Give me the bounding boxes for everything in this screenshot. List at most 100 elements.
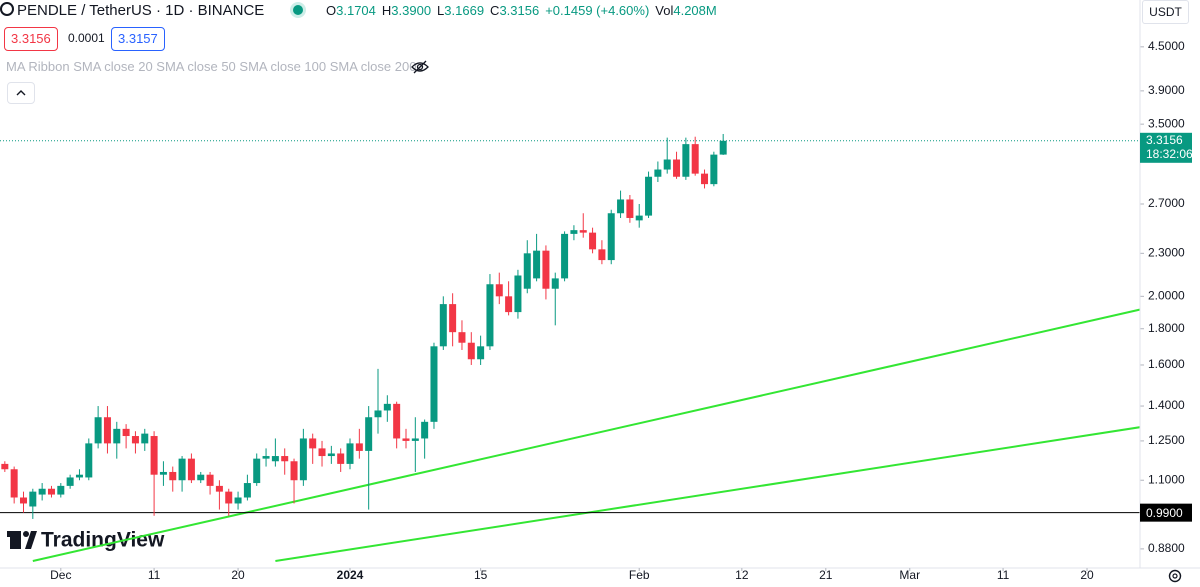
candle bbox=[159, 461, 167, 486]
candle-body bbox=[701, 173, 709, 185]
plot-area bbox=[0, 133, 1140, 563]
candle bbox=[141, 428, 149, 451]
candle bbox=[654, 161, 662, 183]
price-tag bbox=[1140, 132, 1192, 163]
y-tick-label: 1.8000 bbox=[1148, 321, 1185, 335]
candle-body bbox=[206, 474, 214, 486]
gear-hub[interactable] bbox=[1172, 573, 1178, 579]
x-tick-label: Mar bbox=[899, 568, 920, 582]
candle-body bbox=[355, 443, 363, 451]
y-tick-label: 1.4000 bbox=[1148, 398, 1185, 412]
candle bbox=[94, 406, 102, 449]
candle bbox=[19, 491, 27, 513]
candle-body bbox=[626, 199, 634, 218]
x-tick-label: 12 bbox=[735, 568, 749, 582]
ohlc-key: C bbox=[490, 3, 500, 18]
x-tick-label: Feb bbox=[629, 568, 650, 582]
candle bbox=[47, 485, 55, 498]
candle-body bbox=[346, 443, 354, 464]
candle-body bbox=[598, 249, 606, 261]
y-tick-label: 1.6000 bbox=[1148, 357, 1185, 371]
hline-label: 0.9900 bbox=[1146, 506, 1183, 520]
countdown: 18:32:06 bbox=[1146, 147, 1193, 161]
candle bbox=[131, 431, 139, 454]
candle bbox=[551, 272, 559, 326]
candle bbox=[486, 274, 494, 350]
candle bbox=[309, 433, 317, 464]
logo-text: TradingView bbox=[41, 529, 165, 552]
gear[interactable] bbox=[1168, 569, 1182, 583]
candle bbox=[626, 195, 634, 223]
candle bbox=[617, 190, 625, 218]
candle bbox=[393, 401, 401, 449]
eye-slash[interactable] bbox=[413, 60, 427, 74]
candle bbox=[673, 151, 681, 179]
candle bbox=[318, 440, 326, 467]
candle-body bbox=[654, 169, 662, 177]
chevron[interactable] bbox=[8, 83, 34, 103]
candle bbox=[243, 474, 251, 501]
candle-body bbox=[113, 428, 121, 444]
collapse-button[interactable] bbox=[7, 82, 35, 104]
x-tick-label: 2024 bbox=[337, 568, 364, 582]
buy-button[interactable]: 3.3157 bbox=[111, 27, 165, 51]
currency-button[interactable]: USDT bbox=[1142, 0, 1189, 24]
candle-body bbox=[290, 461, 298, 481]
candle-body bbox=[551, 278, 559, 289]
change: +0.1459 (+4.60%) bbox=[545, 3, 650, 18]
candle bbox=[402, 428, 410, 449]
candle-body bbox=[607, 213, 615, 261]
candle bbox=[701, 169, 709, 189]
market-status bbox=[293, 5, 303, 15]
candle-body bbox=[271, 456, 279, 462]
candle-body bbox=[215, 485, 223, 492]
indicator-legend[interactable]: MA Ribbon SMA close 20 SMA close 50 SMA … bbox=[6, 59, 417, 74]
x-tick-label: 21 bbox=[819, 568, 833, 582]
candle-body bbox=[299, 438, 307, 481]
candle-body bbox=[523, 253, 531, 289]
candle-body bbox=[663, 159, 671, 170]
hide-icon[interactable] bbox=[410, 59, 430, 75]
candle bbox=[579, 213, 587, 238]
candle bbox=[355, 428, 363, 459]
sell-button[interactable]: 3.3156 bbox=[4, 27, 58, 51]
candle-body bbox=[458, 332, 466, 343]
settings-icon[interactable] bbox=[1168, 569, 1182, 583]
candle bbox=[75, 469, 83, 481]
candle-body bbox=[94, 417, 102, 444]
candle-body bbox=[505, 296, 513, 313]
candle-body bbox=[337, 453, 345, 464]
candle-body bbox=[477, 346, 485, 360]
candle-body bbox=[635, 215, 643, 221]
candle bbox=[542, 245, 550, 300]
candle bbox=[645, 171, 653, 218]
candle bbox=[178, 456, 186, 492]
candle bbox=[38, 483, 46, 501]
candle bbox=[561, 231, 569, 282]
ohlc-value: 3.3156 bbox=[499, 3, 540, 18]
candle bbox=[103, 406, 111, 454]
tradingview-logo: TradingView bbox=[7, 529, 165, 552]
y-tick-label: 2.0000 bbox=[1148, 288, 1185, 302]
candle bbox=[598, 240, 606, 265]
candle-body bbox=[393, 403, 401, 439]
candle-body bbox=[318, 448, 326, 457]
ohlc-key: O bbox=[326, 3, 337, 18]
candle bbox=[570, 225, 578, 241]
candle-body bbox=[57, 485, 65, 495]
candle-body bbox=[234, 497, 242, 504]
volume-key: Vol bbox=[655, 3, 674, 18]
symbol[interactable]: PENDLE / TetherUS · 1D · BINANCE bbox=[17, 2, 265, 19]
candle-body bbox=[430, 346, 438, 422]
eye-pupil[interactable] bbox=[416, 63, 424, 71]
candle bbox=[589, 227, 597, 254]
symbol-title[interactable]: PENDLE / TetherUS · 1D · BINANCE bbox=[0, 2, 264, 19]
candle-body bbox=[402, 438, 410, 441]
candle bbox=[505, 281, 513, 316]
candle-body bbox=[691, 144, 699, 174]
chevron-path[interactable] bbox=[16, 90, 26, 96]
candle-body bbox=[570, 230, 578, 234]
candle-body bbox=[579, 230, 587, 233]
